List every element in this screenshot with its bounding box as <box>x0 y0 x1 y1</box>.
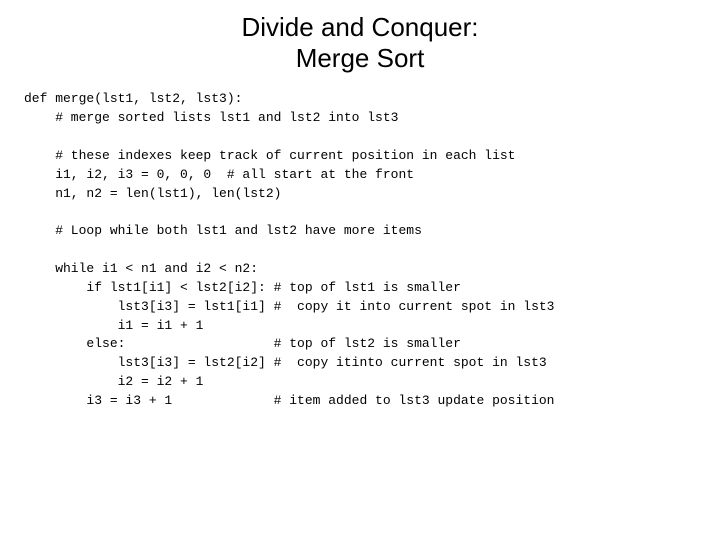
code-line: i3 = i3 + 1 # item added to lst3 update … <box>24 393 555 408</box>
title-line-2: Merge Sort <box>24 43 696 74</box>
code-line: # merge sorted lists lst1 and lst2 into … <box>24 110 398 125</box>
code-line: lst3[i3] = lst2[i2] # copy itinto curren… <box>24 355 547 370</box>
code-line: if lst1[i1] < lst2[i2]: # top of lst1 is… <box>24 280 461 295</box>
code-line: def merge(lst1, lst2, lst3): <box>24 91 242 106</box>
code-line: lst3[i3] = lst1[i1] # copy it into curre… <box>24 299 555 314</box>
code-line: # these indexes keep track of current po… <box>24 148 515 163</box>
code-line: i1 = i1 + 1 <box>24 318 203 333</box>
code-line: i1, i2, i3 = 0, 0, 0 # all start at the … <box>24 167 414 182</box>
code-line: while i1 < n1 and i2 < n2: <box>24 261 258 276</box>
code-line: n1, n2 = len(lst1), len(lst2) <box>24 186 281 201</box>
title-line-1: Divide and Conquer: <box>24 12 696 43</box>
code-line: # Loop while both lst1 and lst2 have mor… <box>24 223 422 238</box>
code-listing: def merge(lst1, lst2, lst3): # merge sor… <box>24 90 696 410</box>
code-line: i2 = i2 + 1 <box>24 374 203 389</box>
code-line: else: # top of lst2 is smaller <box>24 336 461 351</box>
slide-title: Divide and Conquer: Merge Sort <box>24 12 696 74</box>
